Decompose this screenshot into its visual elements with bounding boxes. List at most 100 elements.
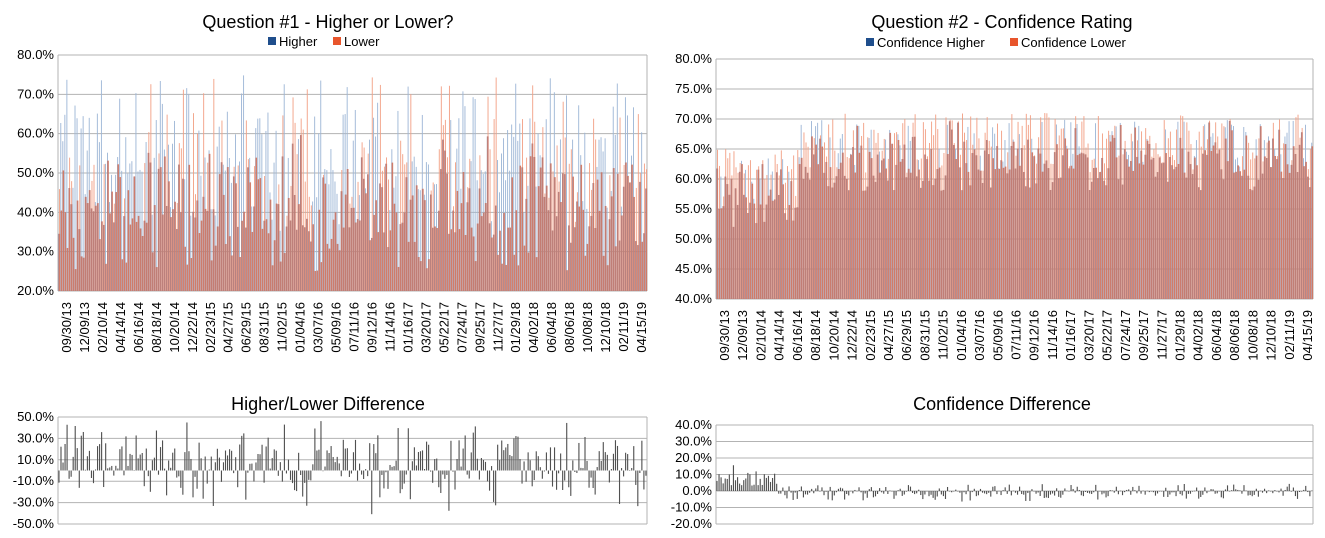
q1-bar-overlap bbox=[269, 199, 272, 291]
d1-diff-bar bbox=[562, 470, 564, 490]
q2-bar-overlap bbox=[1012, 141, 1015, 299]
d2-diff-bar bbox=[796, 491, 798, 499]
q1-bar-overlap bbox=[334, 212, 337, 291]
d1-diff-bar bbox=[568, 470, 570, 488]
q1-bar-overlap bbox=[543, 196, 546, 291]
q1-bar-higher bbox=[425, 162, 427, 291]
q1-bar-overlap bbox=[94, 205, 97, 291]
q1-bar-overlap bbox=[421, 188, 424, 291]
q2-bar-overlap bbox=[1171, 165, 1174, 299]
q2-bar-overlap bbox=[967, 171, 970, 299]
d1-diff-bar bbox=[308, 470, 310, 480]
d1-diff-bar bbox=[101, 432, 103, 471]
q2-bar-overlap bbox=[804, 166, 807, 299]
d2-diff-bar bbox=[749, 474, 751, 491]
q2-y-tick-label: 80.0% bbox=[675, 51, 712, 66]
d2-diff-bar bbox=[739, 483, 741, 491]
d1-diff-bar bbox=[208, 469, 210, 471]
q2-bar-overlap bbox=[901, 159, 904, 299]
d2-diff-bar bbox=[1159, 491, 1161, 492]
d1-diff-bar bbox=[381, 470, 383, 475]
q2-x-tick-label: 03/07/16 bbox=[972, 310, 987, 361]
d2-diff-bar bbox=[916, 491, 918, 494]
q1-bar-overlap bbox=[340, 191, 343, 291]
q2-bar-overlap bbox=[1245, 135, 1248, 299]
d1-diff-bar bbox=[499, 460, 501, 471]
d2-diff-bar bbox=[957, 491, 959, 492]
q1-bar-higher bbox=[198, 130, 200, 291]
q2-bar-overlap bbox=[1309, 187, 1312, 299]
q1-bar-higher bbox=[314, 116, 316, 291]
d1-diff-bar bbox=[574, 470, 576, 472]
d1-diff-bar bbox=[190, 458, 192, 471]
d1-diff-bar bbox=[80, 435, 82, 471]
q1-bar-lower bbox=[296, 154, 298, 291]
d2-diff-bar bbox=[1251, 491, 1253, 497]
q1-bar-higher bbox=[267, 112, 269, 291]
d2-diff-bar bbox=[1025, 491, 1027, 501]
q1-bar-higher bbox=[316, 197, 318, 291]
q2-bar-overlap bbox=[955, 159, 957, 299]
d1-diff-bar bbox=[328, 452, 330, 471]
d1-diff-bar bbox=[204, 456, 206, 471]
q2-x-tick-label: 09/12/16 bbox=[1027, 310, 1042, 361]
q1-x-tick-label: 11/27/17 bbox=[490, 302, 505, 352]
d1-diff-bar bbox=[434, 459, 436, 471]
d2-diff-bar bbox=[1183, 484, 1185, 491]
q2-bar-overlap bbox=[1125, 159, 1128, 299]
q1-bar-overlap bbox=[470, 227, 473, 291]
d1-diff-bar bbox=[413, 447, 415, 471]
d1-diff-bar bbox=[196, 470, 198, 489]
d2-diff-bar bbox=[837, 488, 840, 491]
q2-bar-overlap bbox=[829, 167, 832, 299]
q2-x-tick-label: 06/16/14 bbox=[790, 310, 805, 361]
d1-diff-bar bbox=[604, 452, 606, 471]
q1-bar-overlap bbox=[383, 232, 386, 291]
d1-diff-bar bbox=[472, 432, 474, 471]
q1-bar-overlap bbox=[200, 220, 203, 291]
q1-bar-overlap bbox=[306, 218, 308, 291]
q1-bar-overlap bbox=[415, 185, 418, 291]
q1-bar-higher bbox=[427, 164, 429, 291]
q1-bar-overlap bbox=[239, 257, 241, 291]
d1-plot-area: -50.0% -30.0% -10.0% 10.0% 30.0% 50.0% bbox=[13, 409, 648, 531]
d1-diff-bar bbox=[612, 453, 614, 471]
q2-bar-overlap bbox=[852, 147, 855, 299]
q1-bar-overlap bbox=[226, 167, 229, 291]
q1-x-tick-label: 09/12/16 bbox=[364, 302, 379, 353]
d1-diff-bar bbox=[348, 470, 350, 477]
q1-bar-overlap bbox=[265, 219, 268, 291]
q1-bar-overlap bbox=[346, 169, 349, 291]
q2-bar-overlap bbox=[1018, 165, 1021, 299]
q1-x-tick-label: 09/25/17 bbox=[472, 302, 487, 353]
q1-bar-higher bbox=[377, 102, 379, 291]
q1-bar-overlap bbox=[572, 176, 574, 291]
q1-bar-overlap bbox=[620, 215, 623, 291]
q2-bar-overlap bbox=[994, 169, 997, 299]
d2-diff-bar bbox=[1142, 490, 1144, 492]
q1-bar-overlap bbox=[456, 190, 459, 291]
d1-diff-bar bbox=[556, 470, 558, 490]
q2-bar-overlap bbox=[1311, 146, 1314, 299]
d1-diff-bar bbox=[182, 470, 184, 495]
d2-diff-bar bbox=[741, 485, 743, 491]
d2-diff-bar bbox=[1074, 491, 1076, 493]
d1-diff-bar bbox=[616, 445, 619, 471]
q1-bar-overlap bbox=[172, 209, 174, 291]
d1-diff-bar bbox=[306, 470, 308, 506]
d1-diff-bar bbox=[336, 456, 338, 471]
q1-bar-higher bbox=[513, 136, 515, 291]
q2-x-tick-label: 08/06/18 bbox=[1227, 310, 1242, 361]
q1-bar-higher bbox=[186, 88, 188, 291]
q2-bar-overlap bbox=[1105, 185, 1108, 299]
d1-diff-bar bbox=[454, 470, 456, 490]
q1-x-tick-label: 02/10/14 bbox=[95, 302, 110, 353]
q1-bar-overlap bbox=[194, 217, 197, 291]
d2-diff-bar bbox=[1235, 489, 1237, 491]
q2-x-tick-label: 09/30/13 bbox=[717, 310, 732, 361]
d2-diff-bar bbox=[1138, 485, 1140, 491]
d1-diff-bar bbox=[216, 448, 218, 471]
d2-diff-bar bbox=[1191, 491, 1194, 492]
d1-diff-bar bbox=[458, 440, 460, 471]
d2-diff-bar bbox=[743, 480, 745, 491]
